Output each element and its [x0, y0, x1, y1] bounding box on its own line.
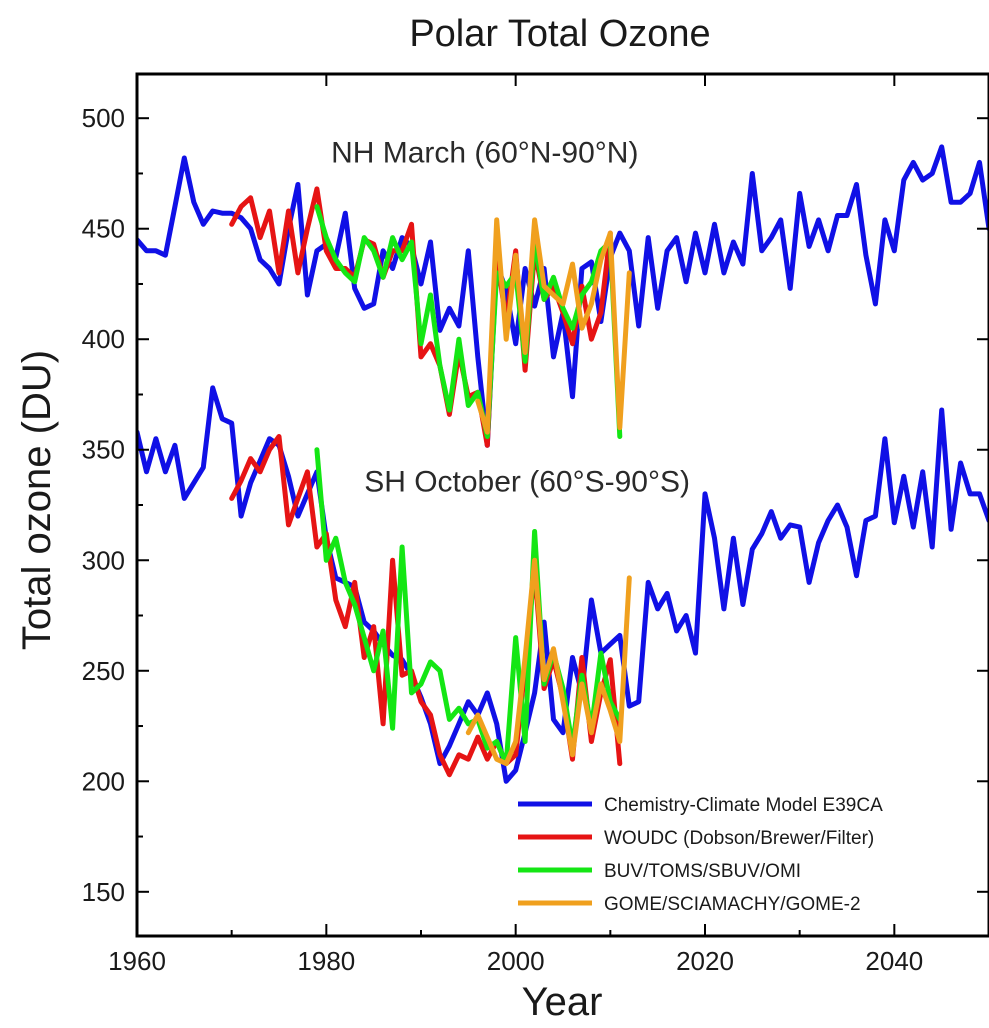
legend-label-gome: GOME/SCIAMACHY/GOME-2: [604, 894, 861, 915]
y-tick-label: 450: [82, 214, 125, 244]
x-tick-label: 2040: [865, 946, 923, 976]
chart-title: Polar Total Ozone: [409, 13, 710, 55]
x-tick-label: 1980: [297, 946, 355, 976]
x-axis-label: Year: [522, 980, 603, 1024]
y-tick-label: 500: [82, 103, 125, 133]
x-tick-label: 2020: [676, 946, 734, 976]
y-tick-label: 350: [82, 435, 125, 465]
series-line-buv-4: [314, 204, 623, 439]
annotation-label: SH October (60°S-90°S): [364, 466, 690, 499]
plot-area: [137, 144, 989, 784]
series-layer: [137, 144, 989, 784]
series-line-model-1: [137, 385, 989, 784]
ticks-layer: 1960 1980 2000 2020 2040 150 200 250 300 350 400 45…: [82, 74, 989, 976]
y-tick-label: 150: [82, 877, 125, 907]
y-tick-label: 250: [82, 656, 125, 686]
y-tick-label: 300: [82, 545, 125, 575]
y-tick-label: 200: [82, 766, 125, 796]
y-axis-label: Total ozone (DU): [15, 350, 59, 650]
legend-label-model: Chemistry-Climate Model E39CA: [604, 795, 883, 816]
x-tick-label: 1960: [108, 946, 166, 976]
plot-frame: [135, 72, 989, 938]
legend-label-woudc: WOUDC (Dobson/Brewer/Filter): [604, 828, 874, 849]
y-tick-label: 400: [82, 324, 125, 354]
legend-label-buv: BUV/TOMS/SBUV/OMI: [604, 861, 801, 882]
annotation-label: NH March (60°N-90°N): [331, 136, 638, 169]
series-line-gome-6: [475, 217, 632, 435]
annotations-layer: NH March (60°N-90°N) SH October (60°S-90°…: [331, 136, 690, 498]
legend: Chemistry-Climate Model E39CA WOUDC (Dobs…: [518, 795, 883, 915]
series-line-gome-7: [465, 557, 632, 767]
x-tick-label: 2000: [487, 946, 545, 976]
